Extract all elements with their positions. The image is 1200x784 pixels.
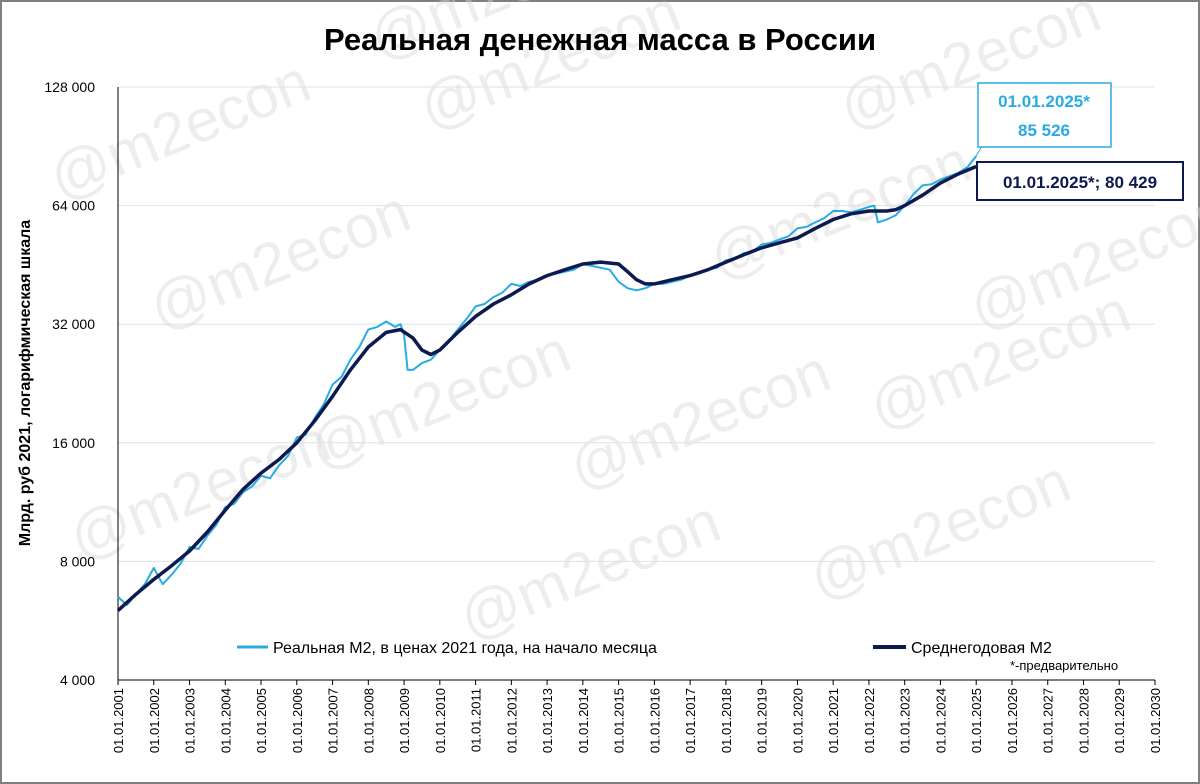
x-tick-label: 01.01.2016 bbox=[647, 688, 662, 753]
x-tick-label: 01.01.2002 bbox=[147, 688, 162, 753]
series-avg-m2-line bbox=[116, 164, 977, 612]
x-tick-label: 01.01.2021 bbox=[826, 688, 841, 753]
x-tick-label: 01.01.2001 bbox=[111, 688, 126, 753]
y-axis-ticks: 4 000 8 000 16 000 32 000 64 000 128 000 bbox=[44, 79, 95, 688]
callout-date-real: 01.01.2025* bbox=[998, 92, 1090, 111]
x-axis: 01.01.2001 01.01.2002 01.01.2003 01.01.2004… bbox=[111, 87, 1163, 753]
legend: Реальная М2, в ценах 2021 года, на начал… bbox=[237, 640, 1052, 657]
x-tick-label: 01.01.2023 bbox=[898, 688, 913, 753]
x-tick-label: 01.01.2019 bbox=[755, 688, 770, 753]
x-tick-label: 01.01.2014 bbox=[576, 688, 591, 753]
legend-label-avg-m2: Среднегодовая М2 bbox=[911, 640, 1052, 657]
callout-value-real: 85 526 bbox=[1018, 121, 1070, 140]
y-tick-label: 16 000 bbox=[52, 435, 95, 451]
y-tick-label: 4 000 bbox=[60, 672, 95, 688]
y-tick-label: 64 000 bbox=[52, 198, 95, 214]
grid-lines bbox=[118, 86, 1155, 681]
x-tick-label: 01.01.2025 bbox=[969, 688, 984, 753]
x-tick-label: 01.01.2027 bbox=[1041, 688, 1056, 753]
x-tick-label: 01.01.2010 bbox=[433, 688, 448, 753]
chart-title: Реальная денежная масса в России bbox=[324, 22, 876, 57]
legend-label-real-m2: Реальная М2, в ценах 2021 года, на начал… bbox=[273, 640, 657, 657]
callout-box-real bbox=[977, 82, 1112, 148]
x-tick-label: 01.01.2024 bbox=[933, 688, 948, 753]
callout-box-avg bbox=[976, 161, 1184, 201]
x-tick-label: 01.01.2013 bbox=[540, 688, 555, 753]
x-tick-label: 01.01.2029 bbox=[1112, 688, 1127, 753]
x-tick-label: 01.01.2007 bbox=[326, 688, 341, 753]
y-tick-label: 128 000 bbox=[44, 79, 95, 95]
series-layer bbox=[116, 155, 977, 612]
x-tick-label: 01.01.2004 bbox=[218, 688, 233, 753]
x-tick-label: 01.01.2006 bbox=[290, 688, 305, 753]
x-tick-label: 01.01.2018 bbox=[719, 688, 734, 753]
x-tick-label: 01.01.2008 bbox=[361, 688, 376, 753]
x-tick-label: 01.01.2009 bbox=[397, 688, 412, 753]
y-tick-label: 32 000 bbox=[52, 316, 95, 332]
x-tick-label: 01.01.2015 bbox=[612, 688, 627, 753]
annotation-layer: 01.01.2025* 85 526 01.01.2025*; 80 429 bbox=[975, 82, 1184, 201]
y-axis-label: Млрд. руб 2021, логарифмическая шкала bbox=[17, 220, 34, 547]
x-tick-label: 01.01.2003 bbox=[183, 688, 198, 753]
footnote: *-предварительно bbox=[1010, 658, 1118, 673]
x-tick-label: 01.01.2017 bbox=[683, 688, 698, 753]
x-tick-label: 01.01.2020 bbox=[790, 688, 805, 753]
x-tick-label: 01.01.2012 bbox=[504, 688, 519, 753]
x-tick-label: 01.01.2030 bbox=[1148, 688, 1163, 753]
y-tick-label: 8 000 bbox=[60, 553, 95, 569]
callout-label-avg: 01.01.2025*; 80 429 bbox=[1003, 173, 1157, 192]
x-tick-label: 01.01.2011 bbox=[469, 688, 484, 752]
x-tick-label: 01.01.2026 bbox=[1005, 688, 1020, 753]
x-tick-label: 01.01.2028 bbox=[1076, 688, 1091, 753]
x-tick-label: 01.01.2022 bbox=[862, 688, 877, 753]
x-tick-label: 01.01.2005 bbox=[254, 688, 269, 753]
